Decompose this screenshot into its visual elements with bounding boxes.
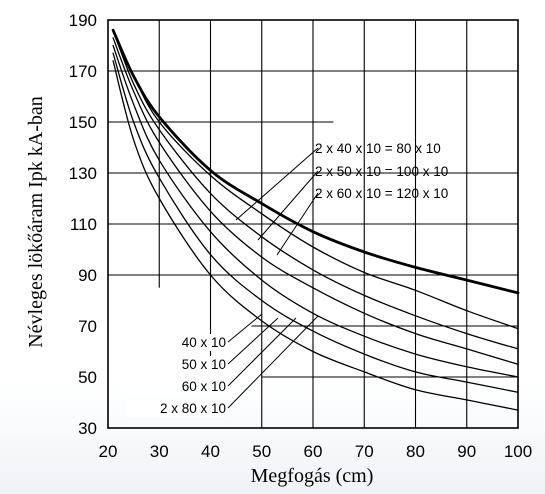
x-tick-label: 20 — [99, 442, 118, 461]
series-line-2 — [112, 29, 519, 350]
series-label-3: 40 x 10 — [182, 335, 226, 350]
y-tick-labels: 30 50 70 90 110 130 150 170 190 — [69, 11, 97, 438]
x-tick-label: 100 — [504, 442, 532, 461]
series-label-0: 2 x 40 x 10 = 80 x 10 — [315, 141, 441, 156]
series-label-5: 60 x 10 — [182, 379, 226, 394]
label-background — [126, 400, 227, 417]
series-line-5 — [112, 52, 519, 393]
x-tick-label: 90 — [457, 442, 476, 461]
y-tick-label: 50 — [78, 368, 97, 387]
x-tick-labels: 20 30 40 50 60 70 80 90 100 — [99, 442, 533, 461]
leader-line-6 — [227, 315, 319, 409]
y-axis-title: Névleges lökőáram Ipk kA-ban — [25, 96, 47, 348]
series-line-3 — [112, 37, 519, 365]
curves — [111, 28, 520, 411]
series-label-6: 2 x 80 x 10 — [160, 401, 226, 416]
label-background — [126, 334, 227, 351]
series-label-2: 2 x 60 x 10 = 120 x 10 — [315, 186, 448, 201]
y-tick-label: 190 — [69, 11, 97, 30]
x-tick-label: 60 — [304, 442, 323, 461]
y-tick-label: 90 — [78, 266, 97, 285]
series-label-4: 50 x 10 — [182, 357, 226, 372]
leader-line-5 — [227, 317, 297, 387]
label-leaders — [227, 147, 319, 409]
x-axis-title: Megfogás (cm) — [251, 465, 374, 487]
series-line-4 — [112, 44, 519, 378]
plot-frame — [107, 19, 519, 429]
leader-line-0 — [235, 147, 319, 221]
y-tick-label: 150 — [69, 113, 97, 132]
x-tick-label: 30 — [150, 442, 169, 461]
series-line-6 — [112, 60, 519, 411]
y-tick-label: 70 — [78, 317, 97, 336]
leader-line-4 — [227, 317, 279, 365]
y-tick-label: 30 — [78, 419, 97, 438]
x-tick-label: 80 — [406, 442, 425, 461]
series-line-0 — [111, 28, 520, 295]
x-tick-label: 50 — [252, 442, 271, 461]
leader-line-1 — [257, 170, 319, 241]
leader-line-2 — [276, 192, 319, 256]
y-tick-label: 170 — [69, 62, 97, 81]
y-tick-label: 110 — [70, 215, 97, 234]
label-background — [126, 356, 227, 373]
series-label-1: 2 x 50 x 10 = 100 x 10 — [315, 164, 448, 179]
x-tick-label: 70 — [355, 442, 374, 461]
label-background — [126, 378, 227, 395]
x-tick-label: 40 — [201, 442, 220, 461]
series-labels: 2 x 40 x 10 = 80 x 10 2 x 50 x 10 = 100 x… — [126, 141, 448, 417]
series-line-1 — [112, 29, 519, 330]
grid — [108, 20, 518, 428]
leader-line-3 — [227, 313, 263, 343]
y-tick-label: 130 — [69, 164, 97, 183]
